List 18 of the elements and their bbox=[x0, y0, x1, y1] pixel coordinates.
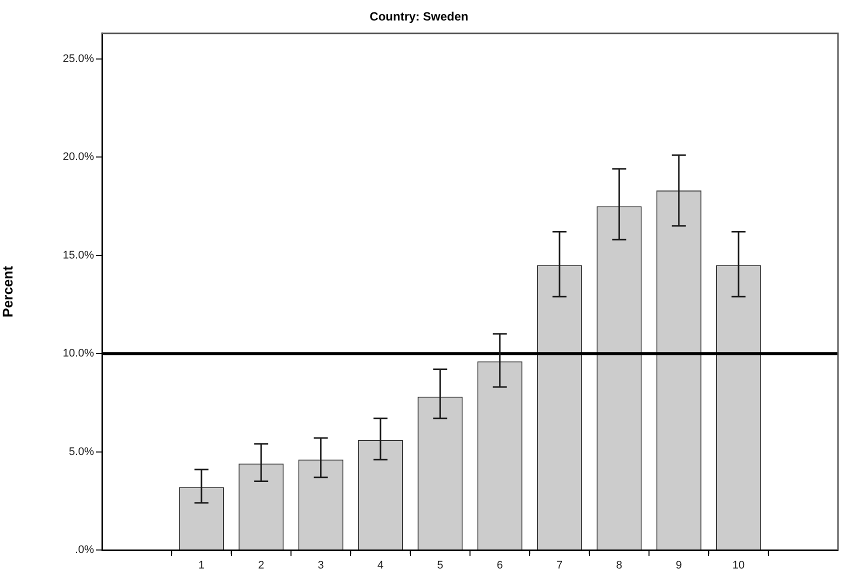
y-tick-label: 25.0% bbox=[62, 52, 94, 65]
x-tick-label: 6 bbox=[496, 560, 503, 572]
x-tick-label: 8 bbox=[616, 560, 622, 572]
x-tick-label: 7 bbox=[556, 560, 563, 572]
y-axis-title: Percent bbox=[0, 266, 16, 318]
x-tick-label: 9 bbox=[676, 560, 682, 572]
y-tick-label: .0% bbox=[75, 544, 94, 556]
chart-title: Country: Sweden bbox=[370, 10, 468, 24]
y-tick-label: 20.0% bbox=[62, 151, 94, 164]
y-tick-label: 10.0% bbox=[62, 348, 94, 360]
x-tick-label: 2 bbox=[258, 560, 264, 572]
x-tick-label: 5 bbox=[437, 560, 444, 572]
y-tick-label: 5.0% bbox=[68, 446, 94, 458]
x-tick-label: 1 bbox=[198, 560, 205, 572]
x-tick-label: 3 bbox=[318, 560, 324, 572]
y-tick-label: 15.0% bbox=[62, 249, 94, 262]
x-tick-label: 10 bbox=[732, 560, 745, 572]
x-tick-label: 4 bbox=[377, 560, 384, 572]
